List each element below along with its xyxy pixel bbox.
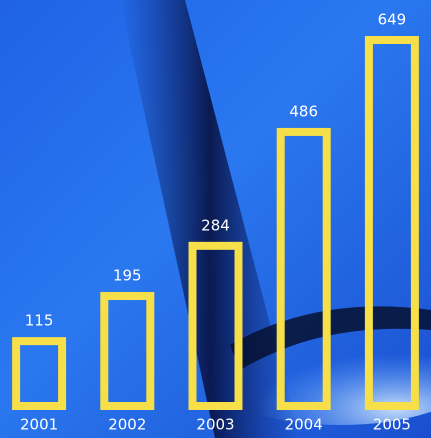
value-label: 115 (25, 312, 54, 330)
value-label: 649 (378, 11, 407, 29)
bar (188, 241, 243, 410)
x-tick-label: 2003 (196, 416, 234, 434)
x-tick-label: 2002 (108, 416, 146, 434)
bar (276, 127, 331, 410)
value-label: 486 (289, 102, 318, 120)
x-tick-label: 2005 (373, 416, 411, 434)
x-tick-label: 2001 (20, 416, 58, 434)
bar (364, 36, 419, 410)
value-label: 195 (113, 267, 142, 285)
x-tick-label: 2004 (285, 416, 323, 434)
bar (100, 292, 155, 411)
value-label: 284 (201, 216, 230, 234)
bar (12, 337, 67, 411)
plot: 2001 115 2002 195 2003 284 2004 486 2005 649 (12, 11, 419, 434)
